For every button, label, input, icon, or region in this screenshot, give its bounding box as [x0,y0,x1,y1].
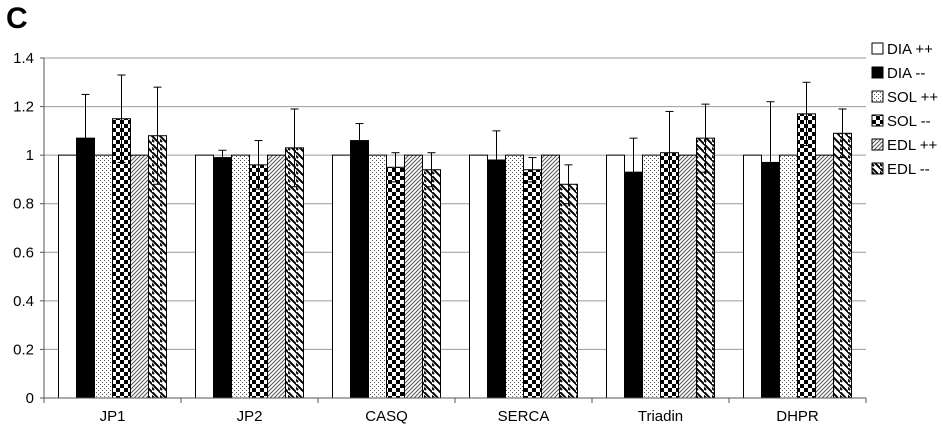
x-tick-label: CASQ [365,408,408,425]
x-tick-label: JP1 [100,408,126,425]
bar [815,154,834,399]
bar [469,154,488,399]
legend-label: EDL ++ [887,137,938,154]
y-tick-label: 0.2 [13,341,34,358]
x-tick-label: SERCA [498,408,550,425]
bar [743,154,762,399]
legend-swatch [871,90,884,103]
bar [249,164,268,399]
bar [487,159,506,399]
legend-swatch [871,138,884,151]
bar [404,154,423,399]
bar [368,154,387,399]
y-tick-label: 0.4 [13,293,34,310]
bar [195,154,214,399]
bar [833,132,852,399]
bar [678,154,697,399]
bar [213,157,232,399]
bar [541,154,560,399]
bar [267,154,286,399]
legend: DIA ++ DIA -- SOL ++ SOL -- EDL ++ EDL -- [871,41,938,178]
legend-label: EDL -- [887,161,930,178]
legend-label: DIA -- [887,65,925,82]
y-tick-label: 1 [26,147,34,164]
grid-lines [44,57,866,350]
bar [559,183,578,399]
y-tick-label: 1.4 [13,50,34,67]
bar [332,154,351,399]
y-tick-label: 0.8 [13,196,34,213]
legend-swatch [871,114,884,127]
bar [606,154,625,399]
legend-swatch [871,42,884,55]
bar [130,154,149,399]
bar [642,154,661,399]
bar [779,154,798,399]
legend-label: DIA ++ [887,41,933,58]
bar [350,140,369,399]
panel-letter: C [6,2,28,35]
bars [58,74,852,399]
legend-label: SOL -- [887,113,931,130]
bar [386,166,405,399]
x-tick-label: JP2 [237,408,263,425]
y-tick-label: 1.2 [13,99,34,116]
axes: 0 0.2 0.4 0.6 0.8 1 1.2 1.4 JP1 JP2 CASQ SERCA Triad… [13,50,867,425]
legend-label: SOL ++ [887,89,938,106]
x-tick-label: DHPR [776,408,819,425]
y-tick-label: 0.6 [13,244,34,261]
legend-swatch [871,162,884,175]
bar [696,137,715,399]
bar [505,154,524,399]
bar [523,169,542,399]
bar [58,154,77,399]
bar [422,169,441,399]
bar [231,154,250,399]
y-tick-label: 0 [26,390,34,407]
bar [797,113,816,399]
bar [94,154,113,399]
x-tick-label: Triadin [638,408,683,425]
legend-swatch [871,66,884,79]
